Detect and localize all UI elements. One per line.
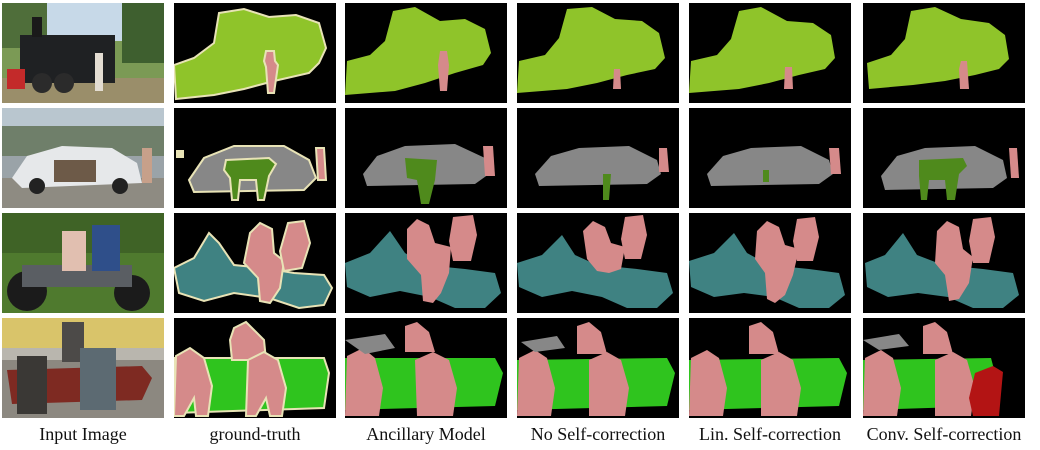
person-mask [689,350,727,416]
person-mask [228,320,268,361]
person-mask [829,148,841,174]
train-mask [174,7,328,101]
person-mask [517,350,555,416]
person-mask [1009,148,1019,178]
person-mask [405,322,435,352]
ancillary-car-cow [345,108,507,208]
person-mask [621,215,647,259]
lin-self-correction-car-cow [689,108,851,208]
person-mask [863,350,901,416]
ground-truth-sofa [174,318,336,418]
person-mask [583,221,625,273]
person-mask [438,51,449,91]
motorbike-mask [517,235,673,308]
person-mask [935,221,973,301]
cow-mask [405,158,437,204]
input-image-sofa [2,318,164,418]
person-mask [244,350,288,417]
person-mask [314,147,328,181]
caption-conv-self-correction: Conv. Self-correction [866,424,1022,444]
chair-mask [969,366,1003,416]
person-mask [755,221,799,303]
lin-self-correction-sofa [689,318,851,418]
person-mask [935,352,975,416]
ancillary-motorbike [345,213,507,313]
input-image-motorbike [2,213,164,313]
person-mask [577,322,607,354]
chair-mask [521,336,565,352]
conv-self-correction-train [863,3,1025,103]
person-mask [415,352,457,416]
chair-mask [345,334,395,354]
no-self-correction-train [517,3,679,103]
caption-no-self-correction: No Self-correction [530,424,666,444]
ground-truth-car-cow [174,108,336,208]
train-mask [345,7,491,95]
ancillary-sofa [345,318,507,418]
caption-ancillary-model: Ancillary Model [366,424,486,444]
car-mask [535,146,661,186]
person-mask [659,148,669,172]
lin-self-correction-motorbike [689,213,851,313]
person-mask [242,221,286,305]
person-mask [262,50,280,94]
caption-ground-truth: ground-truth [209,424,301,444]
ancillary-train [345,3,507,103]
person-mask [483,146,495,176]
person-mask [784,67,793,89]
person-mask [969,217,995,263]
person-mask [923,322,953,354]
conv-self-correction-motorbike [863,213,1025,313]
person-mask [407,219,451,303]
car-mask [707,146,833,186]
no-self-correction-car-cow [517,108,679,208]
train-mask [517,7,665,93]
ground-truth-train [174,3,336,103]
cow-mask [919,158,967,200]
person-mask [589,352,629,416]
input-image-car-cow [2,108,164,208]
train-mask [867,7,1009,89]
conv-self-correction-car-cow [863,108,1025,208]
caption-input-image: Input Image [39,424,127,444]
train-mask [689,7,835,93]
person-mask [959,61,969,89]
cow-mask [603,174,611,200]
person-mask [449,215,477,261]
lin-self-correction-train [689,3,851,103]
chair-mask [863,334,909,350]
person-mask [278,219,312,273]
cow-mask [763,170,769,182]
no-self-correction-sofa [517,318,679,418]
person-mask [174,346,214,417]
conv-self-correction-sofa [863,318,1025,418]
person-mask [345,348,383,416]
person-mask [761,352,801,416]
cow-mask [222,156,278,201]
ground-truth-motorbike [174,213,336,313]
person-mask [793,217,819,261]
person-mask [749,322,779,354]
caption-lin-self-correction: Lin. Self-correction [699,424,841,444]
person-mask [613,69,621,89]
input-image-train [2,3,164,103]
no-self-correction-motorbike [517,213,679,313]
